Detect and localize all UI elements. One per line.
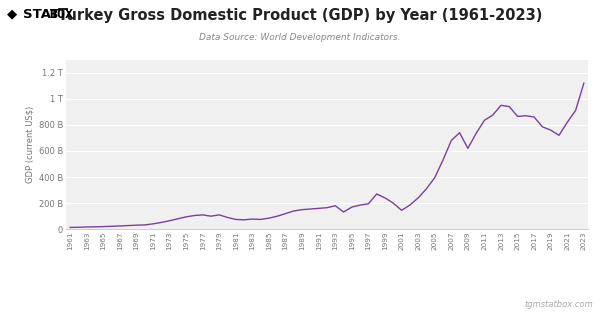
- Text: STAT: STAT: [23, 8, 59, 21]
- Text: tgmstatbox.com: tgmstatbox.com: [524, 300, 593, 309]
- Legend: Turkey: Turkey: [293, 312, 361, 314]
- Y-axis label: GDP (current US$): GDP (current US$): [26, 106, 35, 183]
- Text: BOX: BOX: [49, 8, 73, 21]
- Text: Turkey Gross Domestic Product (GDP) by Year (1961-2023): Turkey Gross Domestic Product (GDP) by Y…: [58, 8, 542, 23]
- Text: Data Source: World Development Indicators.: Data Source: World Development Indicator…: [199, 33, 401, 42]
- Text: ◆: ◆: [7, 8, 17, 21]
